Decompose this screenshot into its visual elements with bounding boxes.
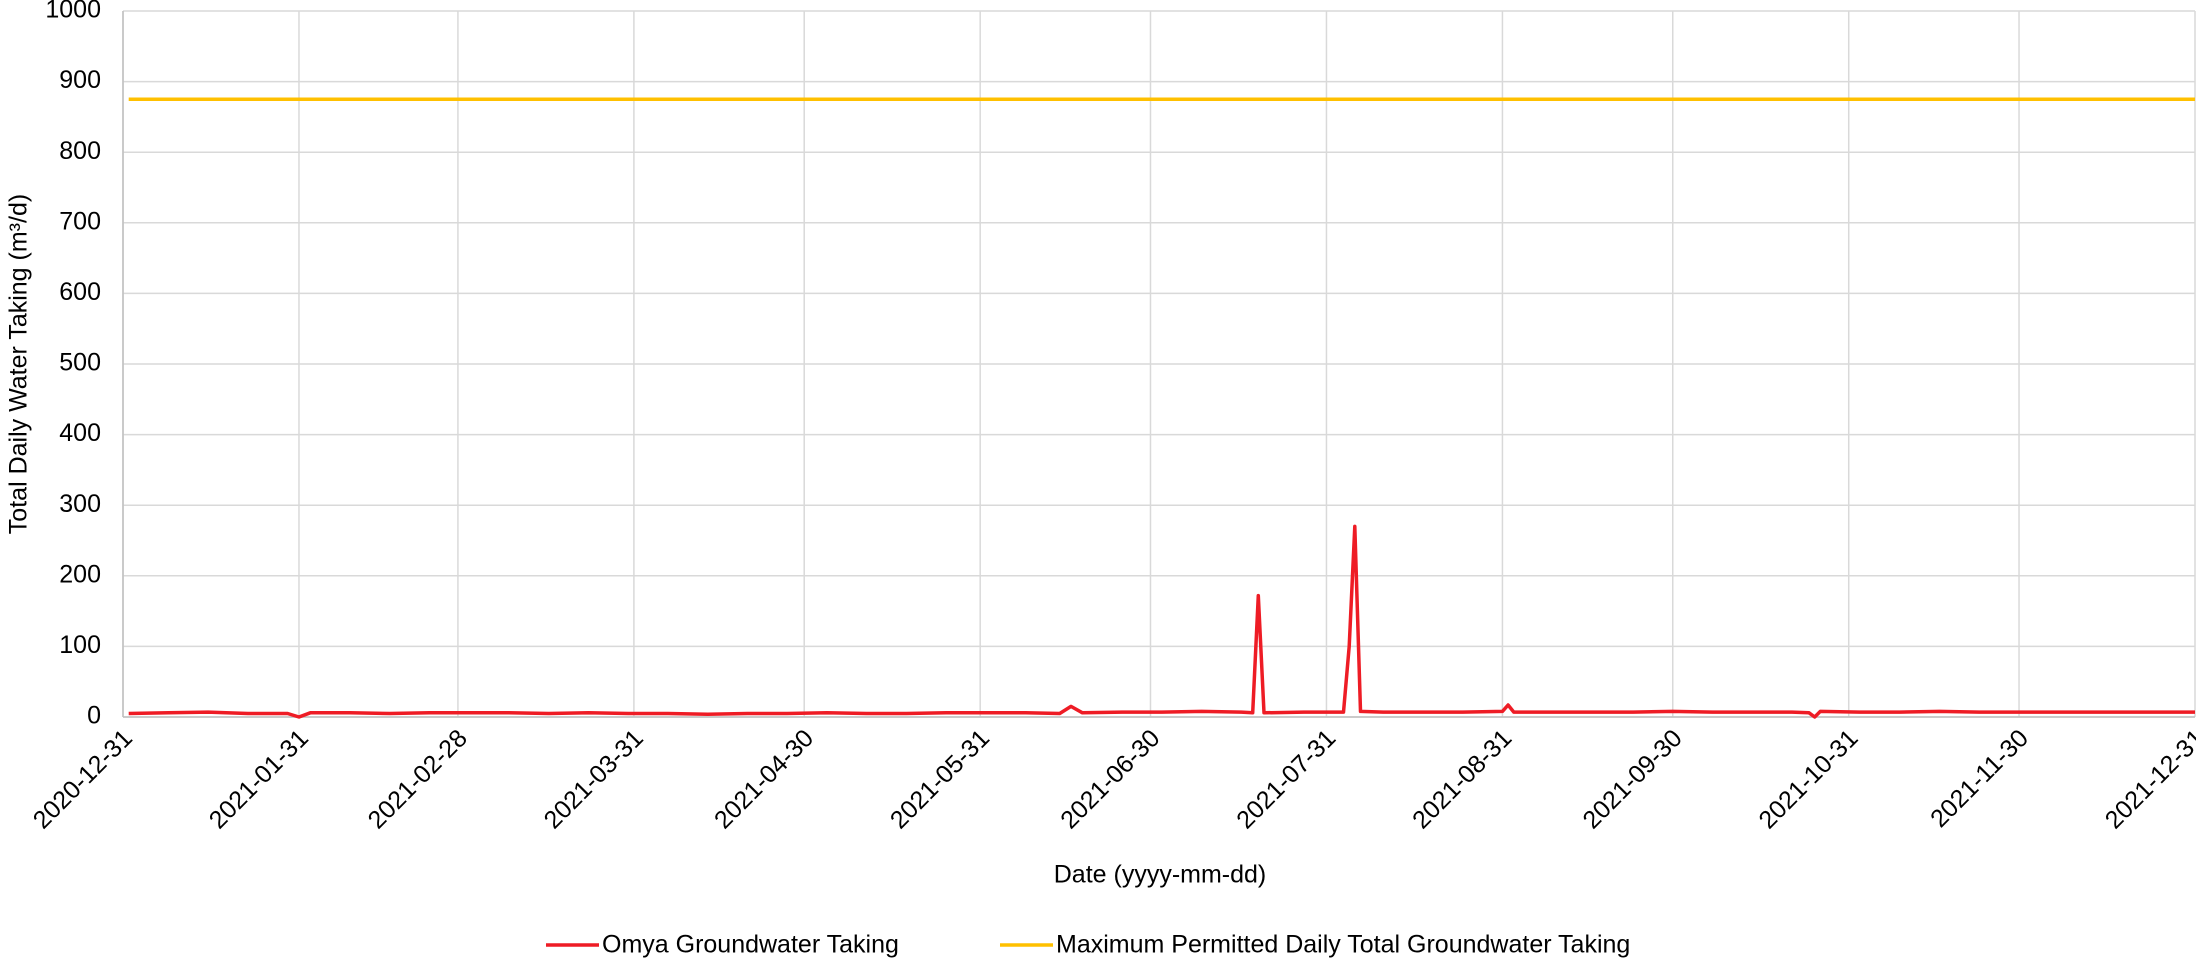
y-tick-label: 600 [59,278,101,306]
y-tick-label: 200 [59,560,101,588]
y-tick-label: 1000 [45,0,101,24]
x-tick-label: 2021-06-30 [1055,724,1165,834]
y-tick-label: 100 [59,631,101,659]
x-tick-label: 2021-09-30 [1577,724,1687,834]
x-tick-label: 2021-08-31 [1407,724,1517,834]
x-tick-label: 2020-12-31 [28,724,138,834]
x-tick-label: 2021-02-28 [363,724,473,834]
y-tick-label: 400 [59,419,101,447]
x-tick-label: 2021-01-31 [204,724,314,834]
y-tick-label: 0 [87,702,101,730]
data-line [128,524,2195,719]
y-tick-label: 500 [59,349,101,377]
y-tick-label: 800 [59,137,101,165]
y-tick-label: 900 [59,66,101,94]
y-tick-label: 300 [59,490,101,518]
y-tick-label: 700 [59,207,101,235]
x-tick-label: 2021-03-31 [539,724,649,834]
x-tick-label: 2021-05-31 [885,724,995,834]
x-tick-label: 2021-10-31 [1753,724,1863,834]
legend-label: Omya Groundwater Taking [602,931,899,959]
x-tick-label: 2021-07-31 [1231,724,1341,834]
x-tick-label: 2021-11-30 [1925,724,2034,833]
x-tick-label: 2021-12-31 [2100,724,2196,834]
x-axis-label: Date (yyyy-mm-dd) [1054,861,1267,889]
y-axis-label: Total Daily Water Taking (m³/d) [5,194,33,534]
legend-label: Maximum Permitted Daily Total Groundwate… [1056,931,1630,959]
x-tick-label: 2021-04-30 [709,724,819,834]
